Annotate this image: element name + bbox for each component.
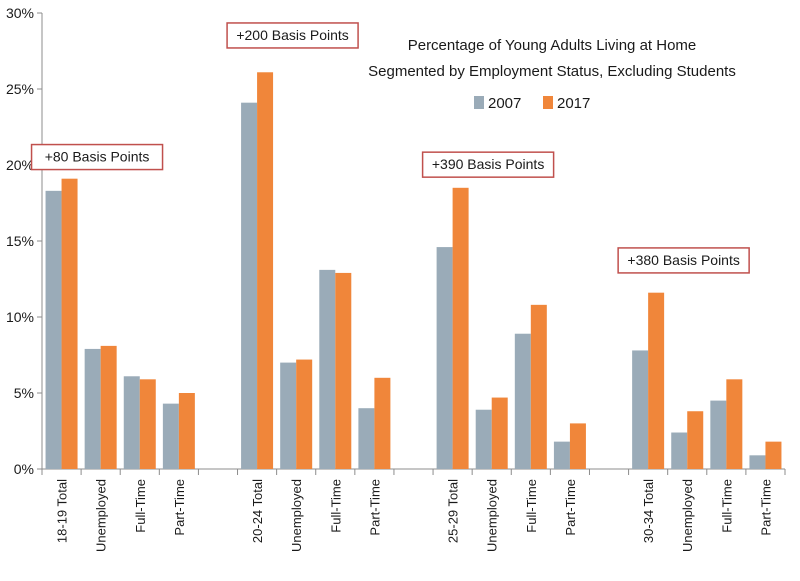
bar-2007-5 xyxy=(241,102,258,470)
bar-2007-12 xyxy=(514,333,531,469)
x-tick-label: 30-34 Total xyxy=(641,479,656,543)
bar-2017-8 xyxy=(374,377,391,469)
bar-2007-6 xyxy=(280,362,297,469)
bar-2007-3 xyxy=(162,403,179,469)
annotation-border xyxy=(617,247,750,274)
annotation-label: +380 Basis Points xyxy=(627,252,739,268)
bar-2017-12 xyxy=(530,304,547,469)
bar-2017-5 xyxy=(257,72,274,469)
bar-2017-17 xyxy=(726,379,743,469)
annotation-border xyxy=(30,143,164,171)
annotation-border xyxy=(226,22,359,49)
bar-2007-11 xyxy=(475,409,492,469)
x-tick-label: 20-24 Total xyxy=(250,479,265,543)
legend-label-2017: 2017 xyxy=(557,95,590,112)
annotation-label: +80 Basis Points xyxy=(45,149,150,165)
x-tick-label: Full-Time xyxy=(133,479,148,533)
title-group: Percentage of Young Adults Living at Hom… xyxy=(368,37,736,80)
x-tick-label: Unemployed xyxy=(289,479,304,552)
annotation-box: +80 Basis Points xyxy=(30,143,164,171)
annotation-box: +390 Basis Points xyxy=(421,151,555,178)
bar-2007-18 xyxy=(749,455,766,469)
chart-title: Percentage of Young Adults Living at Hom… xyxy=(408,37,697,54)
y-tick-label: 20% xyxy=(6,157,34,173)
bar-2017-0 xyxy=(61,178,78,469)
y-tick-label: 10% xyxy=(6,309,34,325)
bar-2017-15 xyxy=(648,292,665,469)
bar-2007-0 xyxy=(45,190,62,469)
annotation-border xyxy=(421,151,555,178)
bar-2007-2 xyxy=(123,376,140,469)
bar-2007-7 xyxy=(319,269,336,469)
bar-2017-3 xyxy=(178,393,195,469)
bar-2017-7 xyxy=(335,272,352,469)
bar-2017-10 xyxy=(452,187,469,470)
x-tick-label: Full-Time xyxy=(719,479,734,533)
bar-2007-16 xyxy=(671,432,688,469)
bar-2007-15 xyxy=(632,350,649,469)
bar-2007-10 xyxy=(436,247,453,469)
x-tick-label: Unemployed xyxy=(485,479,500,552)
legend-swatch-2007 xyxy=(474,96,484,109)
bar-2007-8 xyxy=(358,408,375,469)
legend-label-2007: 2007 xyxy=(488,95,521,112)
x-tick-label: Part-Time xyxy=(758,479,773,536)
x-tick-label: Full-Time xyxy=(328,479,343,533)
bar-2017-1 xyxy=(100,345,117,469)
y-tick-label: 30% xyxy=(6,5,34,21)
bar-2007-1 xyxy=(84,348,101,469)
annotation-box: +200 Basis Points xyxy=(226,22,359,49)
bar-2017-13 xyxy=(569,423,586,469)
bar-2017-16 xyxy=(687,411,704,469)
annotations: +80 Basis Points +200 Basis Points +390 Ba… xyxy=(30,22,750,274)
y-tick-label: 15% xyxy=(6,233,34,249)
bar-2017-6 xyxy=(296,359,313,469)
x-tick-label: Full-Time xyxy=(524,479,539,533)
bars xyxy=(45,72,782,470)
bar-2017-18 xyxy=(765,441,782,469)
chart-subtitle: Segmented by Employment Status, Excludin… xyxy=(368,63,736,80)
x-tick-label: 25-29 Total xyxy=(446,479,461,543)
y-tick-label: 0% xyxy=(14,461,34,477)
legend-swatch-2017 xyxy=(543,96,553,109)
x-tick-label: Part-Time xyxy=(172,479,187,536)
x-tick-labels: 18-19 Total Unemployed Full-Time Part-Time 2… xyxy=(55,479,774,552)
bar-2007-17 xyxy=(710,400,727,469)
x-tick-label: 18-19 Total xyxy=(55,479,70,543)
bar-2017-2 xyxy=(139,379,156,469)
annotation-label: +390 Basis Points xyxy=(432,156,544,172)
x-tick-label: Unemployed xyxy=(680,479,695,552)
annotation-label: +200 Basis Points xyxy=(236,27,348,43)
x-tick-label: Part-Time xyxy=(563,479,578,536)
legend: 2007 2017 xyxy=(474,95,590,112)
x-tick-label: Unemployed xyxy=(94,479,109,552)
y-tick-label: 5% xyxy=(14,385,34,401)
y-tick-label: 25% xyxy=(6,81,34,97)
bar-2007-13 xyxy=(553,441,570,469)
x-tick-label: Part-Time xyxy=(367,479,382,536)
annotation-box: +380 Basis Points xyxy=(617,247,750,274)
bar-2017-11 xyxy=(491,397,508,469)
